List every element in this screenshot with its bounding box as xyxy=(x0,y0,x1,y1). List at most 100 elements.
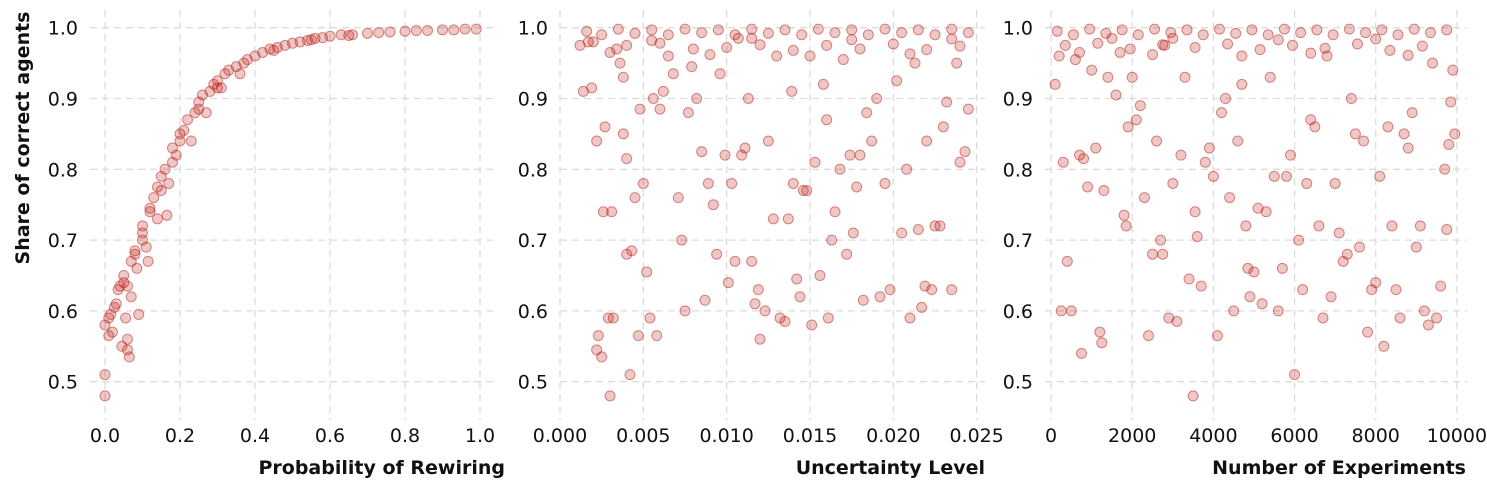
data-point xyxy=(607,312,619,324)
data-point xyxy=(909,57,921,69)
data-point xyxy=(193,103,205,115)
data-point xyxy=(122,333,133,345)
panel-3: 0.5 0.6 0.7 0.8 0.9 1.0 0 2000 4000 6000 8000 10000 xyxy=(1003,10,1487,447)
data-point xyxy=(1390,284,1402,296)
data-point xyxy=(1418,305,1430,317)
data-point xyxy=(746,23,758,35)
data-point xyxy=(437,24,448,36)
data-point xyxy=(142,255,154,267)
data-point xyxy=(174,128,186,140)
data-point xyxy=(1059,39,1071,51)
y-tick-label: 0.7 xyxy=(1003,230,1033,252)
data-point xyxy=(729,29,741,41)
data-point xyxy=(801,185,813,197)
data-point xyxy=(1138,192,1150,204)
data-point xyxy=(1228,305,1240,317)
data-point xyxy=(599,121,611,133)
data-point xyxy=(1351,38,1363,50)
x-axis-title-2: Uncertainty Level xyxy=(796,457,985,479)
data-point xyxy=(1278,23,1290,35)
data-point xyxy=(362,27,373,39)
data-point xyxy=(851,181,863,193)
data-point xyxy=(1065,305,1077,317)
data-point xyxy=(99,390,111,402)
data-point xyxy=(1236,50,1248,62)
data-point xyxy=(626,245,638,257)
x-tick-label: 0.4 xyxy=(240,425,270,447)
data-point xyxy=(133,308,145,320)
y-tick-label: 0.5 xyxy=(1003,372,1033,394)
data-point xyxy=(696,27,708,39)
data-point xyxy=(1422,319,1434,331)
data-point xyxy=(99,369,111,381)
data-point xyxy=(1149,23,1161,35)
data-point xyxy=(686,61,698,73)
data-point xyxy=(1262,29,1274,41)
data-point xyxy=(929,29,941,41)
data-point xyxy=(1197,29,1209,41)
data-point xyxy=(459,23,471,35)
data-point xyxy=(1284,149,1296,161)
data-point xyxy=(159,163,171,175)
data-point xyxy=(185,135,197,147)
data-point xyxy=(116,340,128,352)
data-point xyxy=(632,330,644,342)
data-point xyxy=(714,68,726,80)
data-point xyxy=(629,27,641,39)
data-point xyxy=(163,177,175,189)
data-point xyxy=(809,156,821,168)
data-point xyxy=(847,227,859,239)
data-point xyxy=(1120,220,1132,232)
data-point xyxy=(904,312,916,324)
data-point xyxy=(1384,44,1396,56)
data-point xyxy=(606,206,618,218)
data-point xyxy=(1394,312,1406,324)
data-point xyxy=(1276,262,1288,274)
data-point xyxy=(644,312,656,324)
y-tick-label: 0.6 xyxy=(48,301,78,323)
data-point xyxy=(1220,92,1232,104)
data-point xyxy=(1199,156,1211,168)
data-point xyxy=(662,29,674,41)
y-tick-label: 0.5 xyxy=(518,372,548,394)
data-point xyxy=(1232,135,1244,147)
data-point xyxy=(1301,177,1313,189)
y-tick-label: 1.0 xyxy=(48,18,78,40)
data-point xyxy=(1362,326,1374,338)
x-tick-label: 0.005 xyxy=(616,425,670,447)
data-point xyxy=(912,24,924,36)
data-point xyxy=(779,24,791,36)
data-point xyxy=(1402,142,1414,154)
data-point xyxy=(1414,220,1426,232)
data-point xyxy=(1203,142,1215,154)
data-point xyxy=(962,103,974,115)
data-point xyxy=(1449,128,1461,140)
data-point xyxy=(817,78,829,90)
data-point xyxy=(787,177,799,189)
data-point xyxy=(691,92,703,104)
data-point xyxy=(919,280,931,292)
data-point xyxy=(1100,27,1112,39)
data-point xyxy=(1360,27,1372,39)
data-point xyxy=(621,39,633,51)
data-point xyxy=(591,135,603,147)
data-point xyxy=(1195,280,1207,292)
data-point xyxy=(1167,32,1179,44)
data-point xyxy=(1256,298,1268,310)
data-point xyxy=(1124,43,1136,55)
data-point xyxy=(1416,40,1428,52)
data-point xyxy=(1319,42,1331,54)
data-point xyxy=(152,213,163,225)
data-point xyxy=(1049,78,1061,90)
x-tick-label: 8000 xyxy=(1352,425,1400,447)
data-point xyxy=(1272,34,1284,46)
x-tick-label: 0.6 xyxy=(315,425,345,447)
data-point xyxy=(762,27,774,39)
x-tick-label: 0.2 xyxy=(165,425,195,447)
data-point xyxy=(814,269,826,281)
data-point xyxy=(1343,23,1355,35)
data-point xyxy=(854,149,866,161)
data-point xyxy=(954,40,966,52)
data-point xyxy=(844,149,856,161)
